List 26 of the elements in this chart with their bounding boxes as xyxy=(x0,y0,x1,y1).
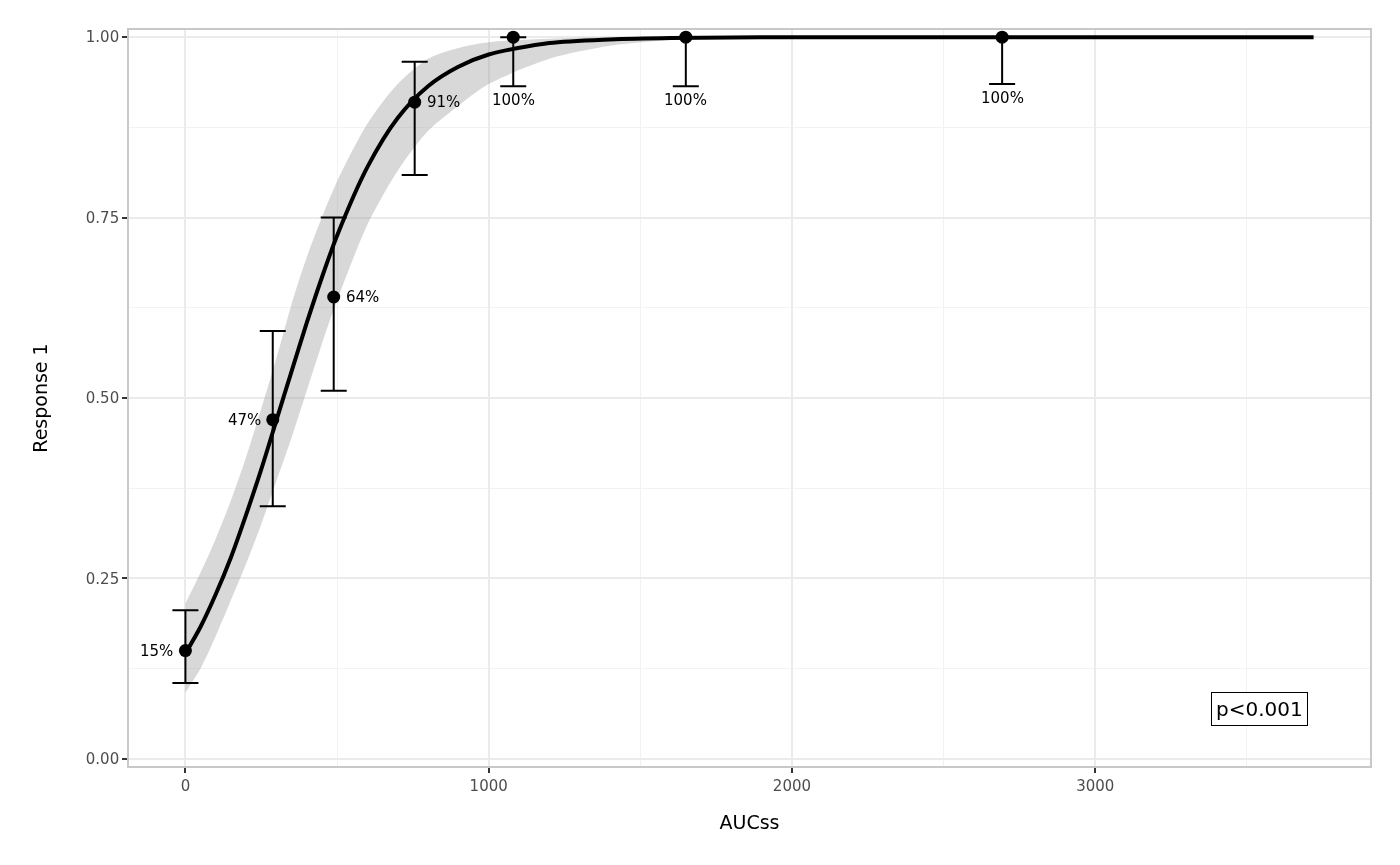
y-axis-title: Response 1 xyxy=(29,343,52,453)
y-tick-label: 0.00 xyxy=(85,750,120,769)
y-tick-label: 0.75 xyxy=(85,208,120,227)
data-label: 100% xyxy=(492,91,535,109)
point xyxy=(178,644,192,658)
point xyxy=(995,30,1009,44)
data-label: 47% xyxy=(228,411,262,429)
y-tick-label: 1.00 xyxy=(85,28,120,47)
point xyxy=(679,30,693,44)
x-tick-label: 0 xyxy=(180,776,191,795)
annotation: p<0.001 xyxy=(1216,697,1303,721)
x-tick-label: 2000 xyxy=(772,776,812,795)
data-label: 64% xyxy=(346,288,380,306)
data-label: 91% xyxy=(427,93,461,111)
point xyxy=(266,413,280,427)
x-tick-label: 3000 xyxy=(1076,776,1115,795)
x-axis-title: AUCss xyxy=(719,811,780,834)
point xyxy=(408,95,422,109)
data-label: 100% xyxy=(664,91,707,109)
data-label: 100% xyxy=(981,89,1024,107)
y-tick-label: 0.50 xyxy=(85,389,120,408)
point xyxy=(327,290,341,304)
point xyxy=(506,30,520,44)
x-tick-label: 1000 xyxy=(469,776,508,795)
data-label: 15% xyxy=(140,642,174,660)
y-tick-label: 0.25 xyxy=(85,569,120,588)
